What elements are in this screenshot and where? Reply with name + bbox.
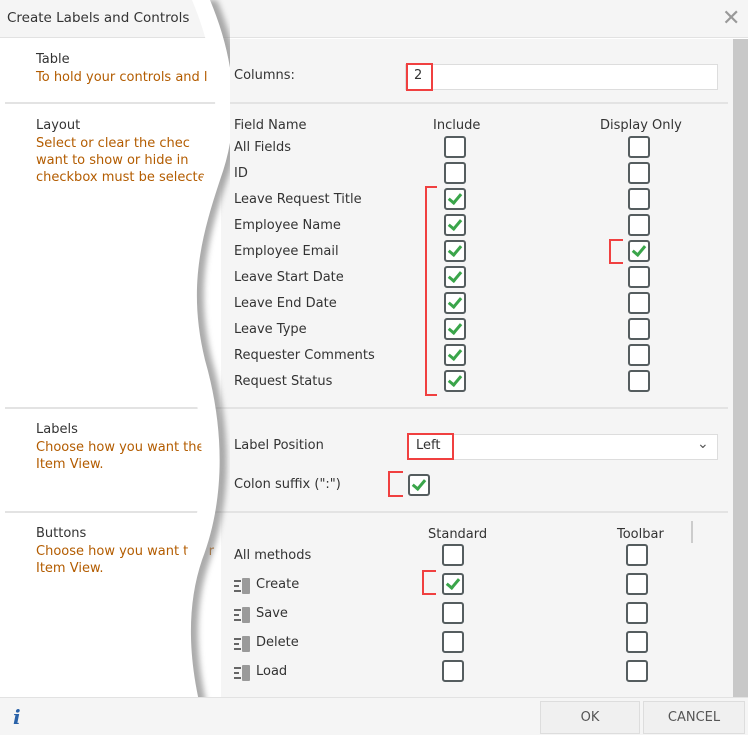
field-name: ID [234, 166, 248, 181]
display-only-checkbox[interactable] [628, 188, 650, 210]
method-icon [234, 636, 256, 652]
include-checkbox[interactable] [444, 240, 466, 262]
chevron-down-icon[interactable]: ⌄ [697, 436, 709, 452]
field-name: Employee Name [234, 218, 341, 233]
include-checkbox[interactable] [444, 136, 466, 158]
header-toolbar: Toolbar [617, 527, 664, 542]
label-position-label: Label Position [234, 438, 324, 453]
toolbar-checkbox[interactable] [626, 573, 648, 595]
method-name: All methods [234, 548, 312, 563]
method-name: Load [256, 664, 288, 679]
section-desc-buttons: Choose how you want the r Item View. [36, 543, 214, 577]
header-include: Include [433, 118, 481, 133]
title-bar [0, 0, 748, 38]
include-checkbox[interactable] [444, 370, 466, 392]
field-name: Leave End Date [234, 296, 337, 311]
highlight-bracket [422, 570, 436, 595]
field-name: Leave Request Title [234, 192, 362, 207]
divider [5, 407, 728, 409]
include-checkbox[interactable] [444, 266, 466, 288]
header-display-only: Display Only [600, 118, 682, 133]
method-icon [234, 665, 256, 681]
label-position-value[interactable]: Left [407, 433, 454, 460]
scrollbar[interactable] [733, 39, 748, 697]
toolbar-checkbox[interactable] [626, 602, 648, 624]
field-name: Leave Start Date [234, 270, 344, 285]
toolbar-checkbox[interactable] [626, 660, 648, 682]
dialog-title: Create Labels and Controls [7, 10, 190, 26]
standard-checkbox[interactable] [442, 631, 464, 653]
standard-checkbox[interactable] [442, 602, 464, 624]
method-icon [234, 607, 256, 623]
display-only-checkbox[interactable] [628, 266, 650, 288]
desc-line: Item View. [36, 561, 104, 576]
display-only-checkbox[interactable] [628, 318, 650, 340]
desc-line: Choose how you want the r [36, 544, 214, 559]
info-icon[interactable]: i [13, 705, 21, 729]
columns-label: Columns: [234, 68, 295, 83]
display-only-checkbox[interactable] [628, 162, 650, 184]
method-name: Save [256, 606, 288, 621]
header-field-name: Field Name [234, 118, 307, 133]
include-checkbox[interactable] [444, 162, 466, 184]
desc-line: Select or clear the chec [36, 136, 190, 151]
field-name: Leave Type [234, 322, 307, 337]
toolbar-checkbox[interactable] [626, 544, 648, 566]
include-checkbox[interactable] [444, 318, 466, 340]
colon-suffix-label: Colon suffix (":") [234, 477, 341, 492]
display-only-checkbox[interactable] [628, 214, 650, 236]
close-icon[interactable]: ✕ [722, 6, 741, 31]
divider [5, 511, 728, 513]
display-only-checkbox[interactable] [628, 370, 650, 392]
method-name: Create [256, 577, 300, 592]
include-checkbox[interactable] [444, 344, 466, 366]
display-only-checkbox[interactable] [628, 136, 650, 158]
field-name: Requester Comments [234, 348, 375, 363]
cancel-button[interactable]: CANCEL [643, 701, 745, 734]
section-title-labels: Labels [36, 422, 78, 437]
header-standard: Standard [428, 527, 488, 542]
include-checkbox[interactable] [444, 214, 466, 236]
column-resize-handle[interactable] [691, 521, 693, 543]
method-icon [234, 578, 256, 594]
section-title-layout: Layout [36, 118, 81, 133]
highlight-bracket [388, 471, 403, 497]
display-only-checkbox[interactable] [628, 344, 650, 366]
field-name: Request Status [234, 374, 333, 389]
display-only-checkbox[interactable] [628, 292, 650, 314]
highlight-bracket [425, 186, 437, 396]
include-checkbox[interactable] [444, 188, 466, 210]
desc-line: Choose how you want the [36, 440, 205, 455]
section-desc-labels: Choose how you want the Item View. [36, 439, 205, 473]
columns-input[interactable] [405, 64, 718, 90]
colon-suffix-checkbox[interactable] [408, 474, 430, 496]
display-only-checkbox[interactable] [628, 240, 650, 262]
toolbar-checkbox[interactable] [626, 631, 648, 653]
content-panel [221, 39, 733, 697]
highlight-bracket [609, 239, 623, 264]
field-name: All Fields [234, 140, 292, 155]
standard-checkbox[interactable] [442, 544, 464, 566]
desc-line: want to show or hide in [36, 153, 189, 168]
ok-button[interactable]: OK [540, 701, 640, 734]
desc-line: checkbox must be selecte [36, 170, 206, 185]
method-name: Delete [256, 635, 299, 650]
section-title-table: Table [36, 52, 70, 67]
torn-edge [172, 0, 230, 735]
section-desc-layout: Select or clear the chec want to show or… [36, 135, 206, 186]
divider [5, 102, 728, 104]
standard-checkbox[interactable] [442, 573, 464, 595]
section-desc-table: To hold your controls and l [36, 70, 208, 85]
section-title-buttons: Buttons [36, 526, 87, 541]
field-name: Employee Email [234, 244, 339, 259]
include-checkbox[interactable] [444, 292, 466, 314]
desc-line: Item View. [36, 457, 104, 472]
columns-value[interactable]: 2 [406, 63, 433, 91]
standard-checkbox[interactable] [442, 660, 464, 682]
